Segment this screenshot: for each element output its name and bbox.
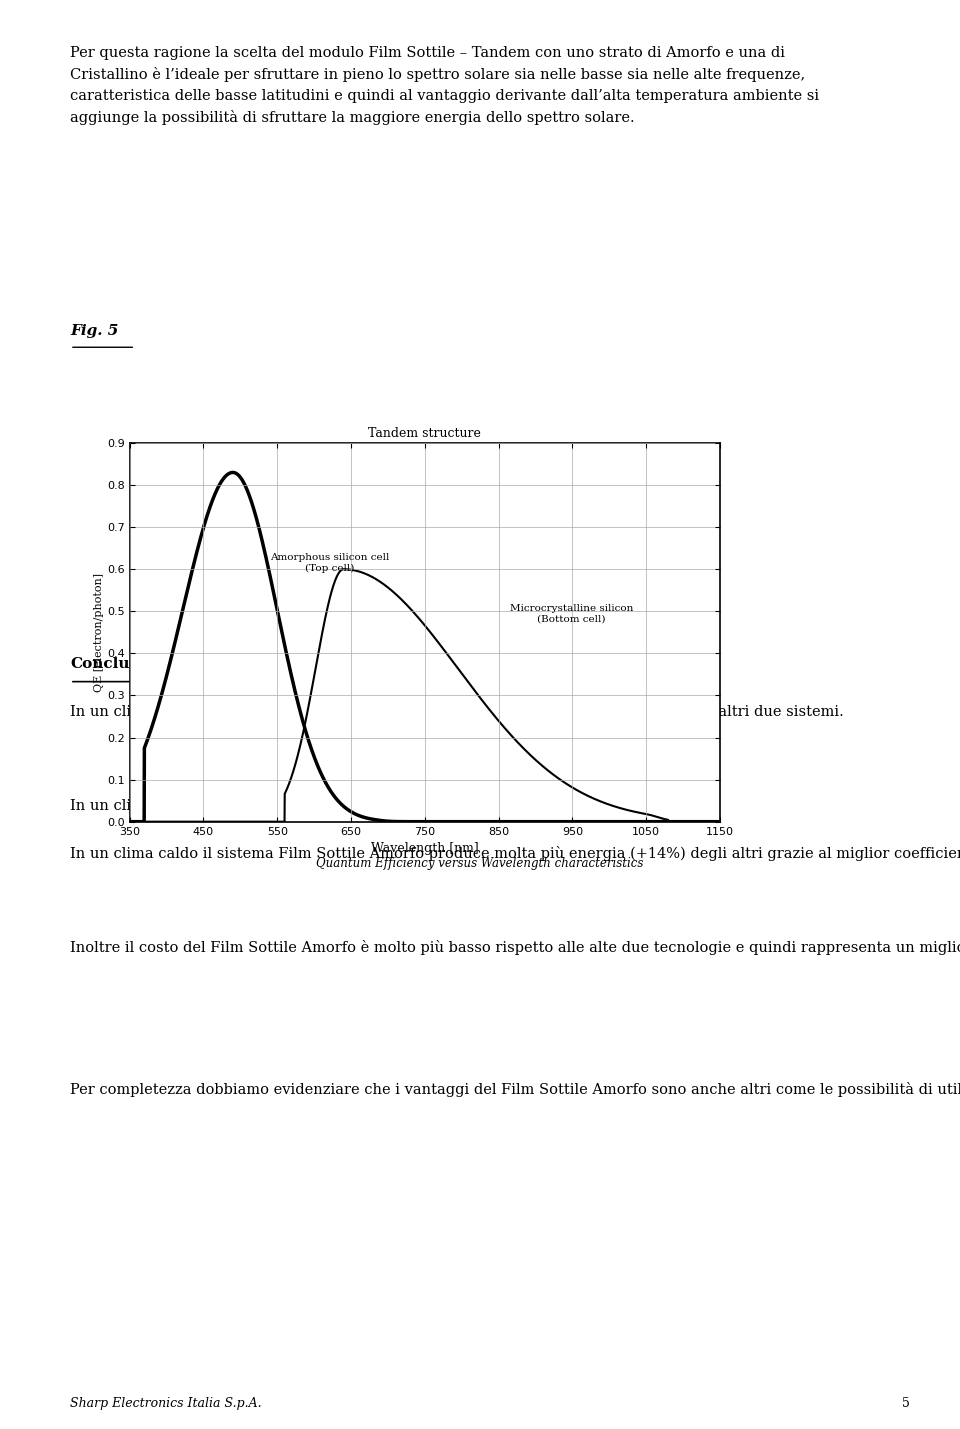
Text: Inoltre il costo del Film Sottile Amorfo è molto più basso rispetto alle alte du: Inoltre il costo del Film Sottile Amorfo… [70, 940, 960, 955]
X-axis label: Wavelength [nm]: Wavelength [nm] [371, 842, 479, 855]
Y-axis label: QE [electron/photon]: QE [electron/photon] [94, 573, 105, 692]
Text: In un clima caldo il sistema Film Sottile Amorfo produce molta più energia (+14%: In un clima caldo il sistema Film Sottil… [70, 846, 960, 860]
Text: Sharp Electronics Italia S.p.A.: Sharp Electronics Italia S.p.A. [70, 1398, 262, 1410]
Text: Conclusioni: Conclusioni [70, 657, 171, 672]
Text: 5: 5 [902, 1398, 910, 1410]
Text: In un clima freddo il sistema Film Sottile Amorfo produce meno energia (-6,72%) : In un clima freddo il sistema Film Sotti… [70, 704, 844, 719]
Text: Amorphous silicon cell
(Top cell): Amorphous silicon cell (Top cell) [270, 553, 389, 573]
Text: Quantum Efficiency versus Wavelength characteristics: Quantum Efficiency versus Wavelength cha… [316, 857, 644, 870]
Text: Per completezza dobbiamo evidenziare che i vantaggi del Film Sottile Amorfo sono: Per completezza dobbiamo evidenziare che… [70, 1082, 960, 1096]
Text: In un clima temperato producono grosso modo la stessa energia.: In un clima temperato producono grosso m… [70, 799, 553, 813]
Text: Microcrystalline silicon
(Bottom cell): Microcrystalline silicon (Bottom cell) [510, 603, 633, 623]
Title: Tandem structure: Tandem structure [369, 427, 481, 440]
Text: Per questa ragione la scelta del modulo Film Sottile – Tandem con uno strato di : Per questa ragione la scelta del modulo … [70, 46, 819, 124]
Text: Fig. 5: Fig. 5 [70, 324, 118, 339]
